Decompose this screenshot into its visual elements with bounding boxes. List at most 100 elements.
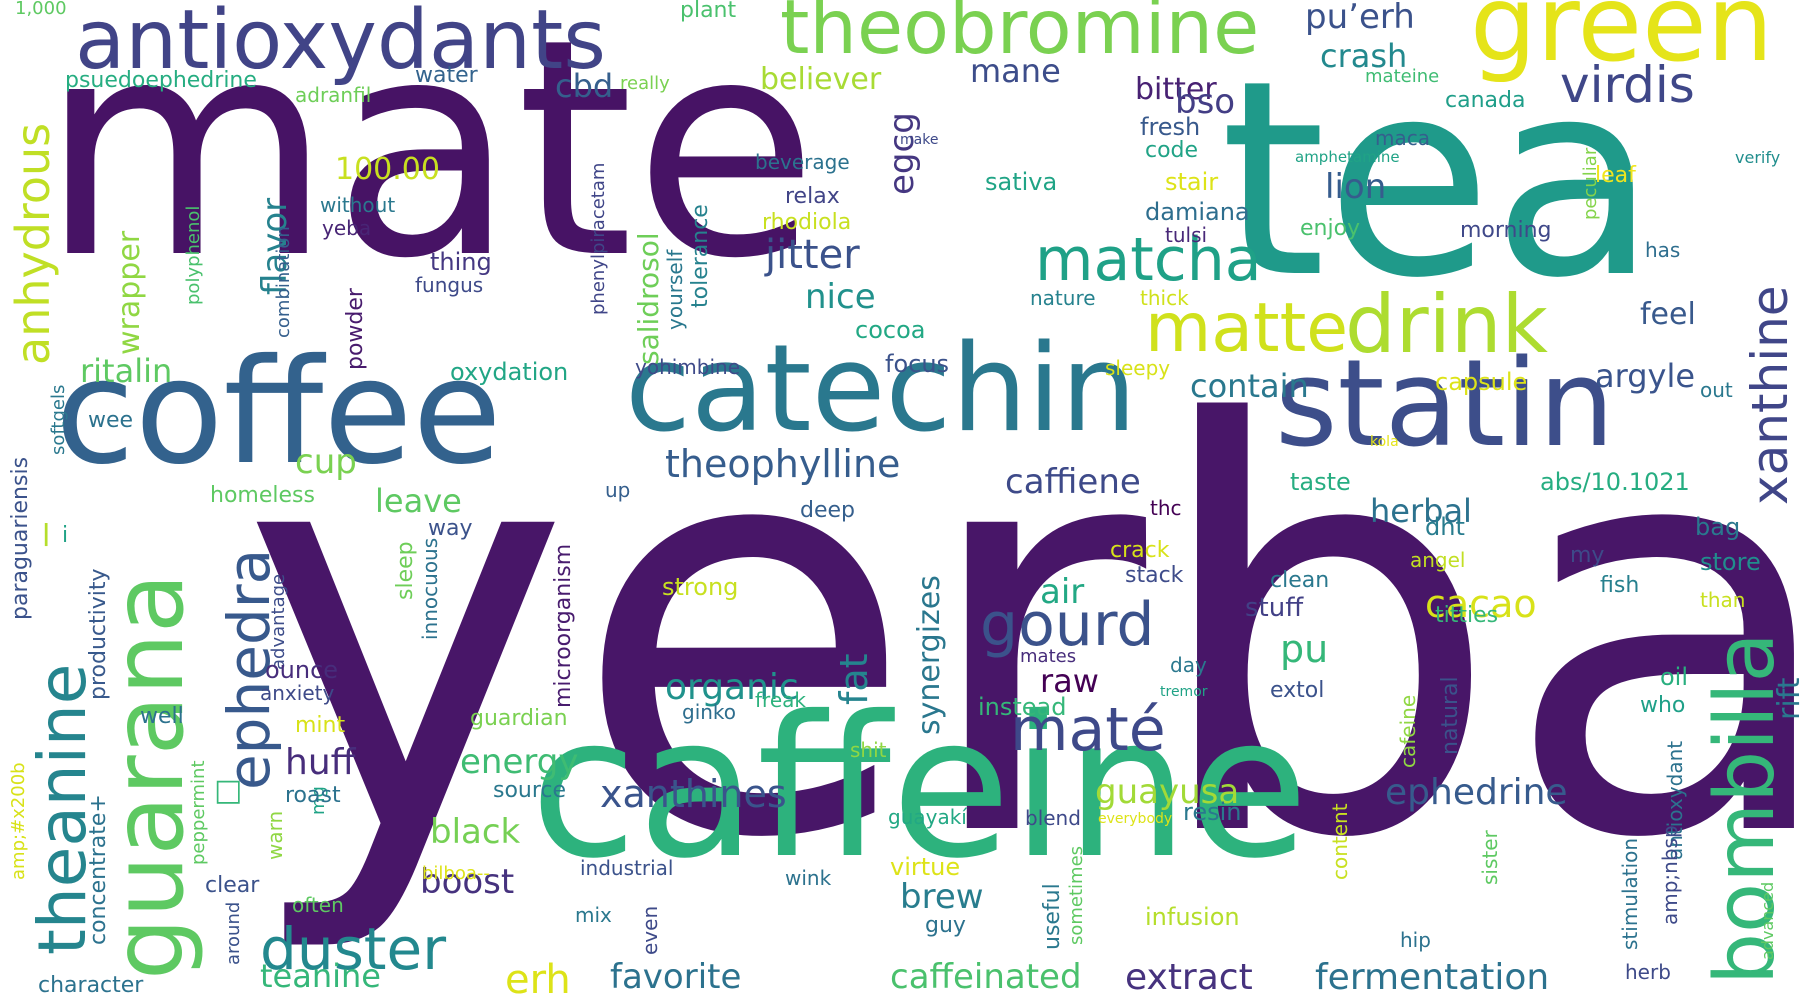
- word-130: oxydation: [450, 358, 569, 386]
- word-177: wink: [785, 866, 832, 890]
- word-108: enjoy: [1300, 216, 1361, 241]
- word-59: cup: [295, 442, 357, 482]
- word-60: leave: [375, 482, 462, 520]
- word-171: clear: [205, 873, 260, 898]
- word-20: virdis: [1560, 56, 1695, 114]
- word-71: stuff: [1245, 593, 1304, 623]
- word-45: energy: [460, 742, 579, 782]
- word-195: around: [223, 901, 244, 965]
- word-148: ounce: [265, 656, 339, 684]
- word-16: gourd: [980, 590, 1155, 660]
- word-119: polyphenol: [183, 205, 204, 305]
- word-62: 100.00: [335, 152, 440, 187]
- word-178: guayakí: [888, 805, 967, 829]
- word-93: adranfil: [295, 83, 372, 107]
- word-162: concentrate+: [86, 794, 111, 945]
- word-103: rhodiola: [762, 210, 852, 235]
- word-75: store: [1700, 548, 1761, 576]
- word-94: really: [620, 73, 670, 94]
- word-48: salidrosol: [632, 232, 665, 365]
- word-87: angel: [1410, 548, 1466, 572]
- word-79: than: [1700, 588, 1746, 612]
- word-99: maca: [1375, 126, 1430, 150]
- word-81: clean: [1270, 568, 1330, 593]
- word-110: leaf: [1595, 163, 1636, 188]
- word-100: make: [900, 132, 939, 148]
- word-7: green: [1470, 0, 1774, 85]
- word-135: homeless: [210, 483, 315, 508]
- word-65: fat: [832, 653, 876, 705]
- word-147: strong: [662, 573, 739, 601]
- word-190: amp;nbsp: [1658, 825, 1682, 925]
- word-160: cafeine: [1396, 694, 1420, 768]
- word-15: matcha: [1035, 225, 1262, 295]
- word-64: water: [415, 63, 478, 88]
- word-95: mateine: [1365, 66, 1440, 87]
- word-163: peppermint: [188, 760, 209, 865]
- word-2: tea: [1220, 22, 1658, 337]
- word-132: wee: [88, 408, 134, 433]
- word-74: who: [1640, 693, 1686, 718]
- word-70: rift: [1772, 677, 1800, 720]
- word-118: fungus: [415, 273, 484, 297]
- word-115: without: [320, 193, 396, 217]
- word-46: brew: [900, 877, 984, 917]
- word-1: mate: [40, 0, 819, 324]
- word-186: infusion: [1145, 903, 1240, 931]
- word-105: stair: [1165, 168, 1219, 196]
- word-129: sleepy: [1105, 356, 1171, 380]
- word-19: duster: [260, 915, 447, 983]
- word-40: contain: [1190, 367, 1309, 405]
- word-55: bso: [1175, 82, 1236, 122]
- word-52: believer: [760, 62, 882, 97]
- word-51: cbd: [555, 67, 614, 105]
- word-25: jitter: [765, 232, 860, 278]
- word-133: softgels: [48, 384, 69, 455]
- word-172: often: [292, 893, 344, 917]
- word-109: morning: [1460, 218, 1552, 243]
- word-68: pu: [1280, 627, 1329, 671]
- word-120: combination: [273, 226, 294, 338]
- word-33: erh: [505, 957, 571, 1000]
- word-180: guy: [925, 913, 966, 938]
- word-36: guayusa: [1095, 772, 1240, 812]
- word-98: code: [1145, 138, 1199, 163]
- word-29: fermentation: [1315, 957, 1550, 998]
- word-4: coffee: [55, 328, 502, 497]
- word-77: my: [1570, 543, 1605, 568]
- word-66: air: [1040, 572, 1085, 612]
- word-88: capsule: [1435, 368, 1528, 396]
- word-144: sleep: [393, 541, 418, 600]
- word-136: up: [605, 478, 631, 502]
- word-150: well: [140, 704, 184, 729]
- word-182: everybody: [1098, 811, 1173, 827]
- word-89: out: [1700, 378, 1733, 402]
- word-38: organic: [665, 667, 799, 708]
- word-67: raw: [1040, 662, 1099, 700]
- word-63: psuedoephedrine: [65, 68, 257, 93]
- word-179: virtue: [890, 853, 961, 881]
- word-164: amp;#x200b: [8, 762, 29, 880]
- word-31: favorite: [610, 957, 742, 997]
- word-142: productivity: [86, 568, 111, 700]
- word-156: mates: [1020, 646, 1077, 667]
- word-124: tolerance: [688, 204, 713, 308]
- word-141: i: [62, 523, 69, 548]
- word-116: yeba: [322, 216, 372, 240]
- word-188: sister: [1478, 830, 1502, 885]
- word-91: plant: [680, 0, 737, 23]
- word-170: □: [214, 773, 243, 808]
- word-168: source: [493, 778, 567, 803]
- word-17: maté: [1010, 695, 1166, 765]
- word-169: shit: [850, 738, 887, 762]
- word-42: egcg: [882, 112, 922, 195]
- word-174: mix: [575, 903, 612, 927]
- word-151: mint: [295, 713, 346, 738]
- word-80: titties: [1435, 603, 1499, 628]
- word-26: caffiene: [1005, 462, 1141, 502]
- word-137: deep: [800, 498, 855, 523]
- word-27: ephedrine: [1385, 772, 1568, 813]
- word-69: feel: [1640, 297, 1696, 332]
- word-126: thick: [1140, 286, 1189, 310]
